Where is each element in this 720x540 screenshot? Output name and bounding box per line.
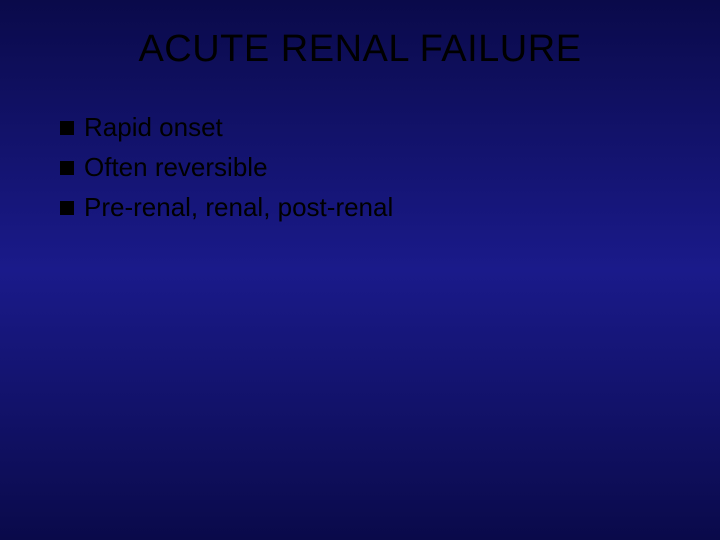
bullet-item: Rapid onset xyxy=(60,111,670,145)
bullet-list: Rapid onset Often reversible Pre-renal, … xyxy=(60,111,670,224)
bullet-item: Pre-renal, renal, post-renal xyxy=(60,191,670,225)
bullet-text: Pre-renal, renal, post-renal xyxy=(84,191,393,225)
square-bullet-icon xyxy=(60,121,74,135)
slide-container: ACUTE RENAL FAILURE Rapid onset Often re… xyxy=(0,0,720,540)
square-bullet-icon xyxy=(60,161,74,175)
bullet-text: Rapid onset xyxy=(84,111,223,145)
slide-title: ACUTE RENAL FAILURE xyxy=(50,28,670,71)
bullet-item: Often reversible xyxy=(60,151,670,185)
square-bullet-icon xyxy=(60,201,74,215)
bullet-text: Often reversible xyxy=(84,151,268,185)
